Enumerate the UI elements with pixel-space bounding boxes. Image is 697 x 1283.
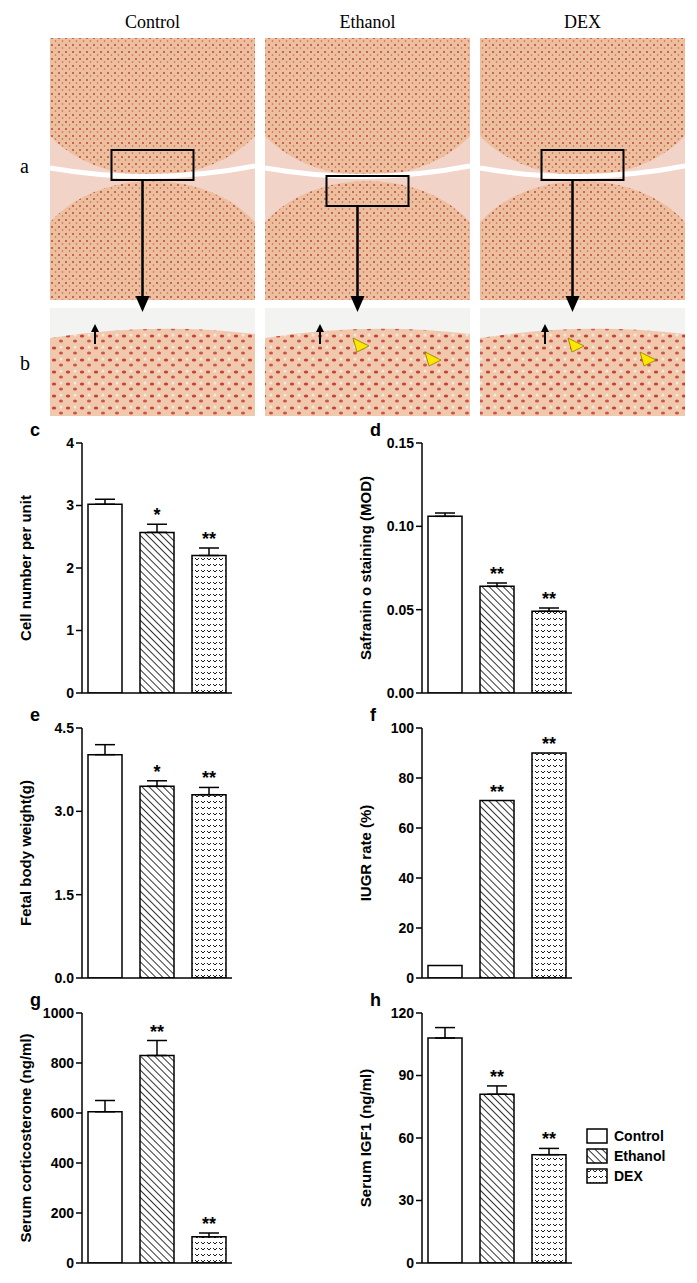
svg-text:0.00: 0.00 xyxy=(387,685,414,701)
svg-text:800: 800 xyxy=(51,1055,75,1071)
svg-text:b: b xyxy=(20,352,30,374)
svg-text:IUGR rate (%): IUGR rate (%) xyxy=(357,805,374,902)
svg-text:200: 200 xyxy=(51,1205,75,1221)
html-text:c: c xyxy=(30,420,40,440)
svg-text:80: 80 xyxy=(398,770,414,786)
svg-text:Ethanol: Ethanol xyxy=(340,12,396,32)
svg-text:2: 2 xyxy=(66,560,74,576)
svg-text:Control: Control xyxy=(125,12,180,32)
svg-text:600: 600 xyxy=(51,1105,75,1121)
html-text:g: g xyxy=(30,990,41,1010)
html-text:Ethanol: Ethanol xyxy=(614,1148,666,1164)
svg-text:0.10: 0.10 xyxy=(387,518,414,534)
svg-text:60: 60 xyxy=(398,1130,414,1146)
svg-text:*: * xyxy=(153,505,160,525)
svg-text:20: 20 xyxy=(398,920,414,936)
html-text:d: d xyxy=(370,420,381,440)
svg-text:**: ** xyxy=(202,1214,216,1234)
svg-text:3.0: 3.0 xyxy=(55,803,75,819)
svg-text:*: * xyxy=(153,762,160,782)
svg-text:4: 4 xyxy=(66,435,74,451)
svg-text:0: 0 xyxy=(406,970,414,986)
svg-text:Fetal body weight(g): Fetal body weight(g) xyxy=(17,780,34,926)
svg-text:1000: 1000 xyxy=(43,1005,74,1021)
svg-text:**: ** xyxy=(490,1067,504,1087)
html-text:DEX: DEX xyxy=(614,1168,643,1184)
svg-text:0: 0 xyxy=(406,1255,414,1271)
html-text:f: f xyxy=(370,705,376,725)
svg-text:a: a xyxy=(20,155,29,177)
svg-text:3: 3 xyxy=(66,497,74,513)
svg-text:Safranin o staining (MOD): Safranin o staining (MOD) xyxy=(357,476,374,660)
html-text:h: h xyxy=(370,990,381,1010)
svg-text:**: ** xyxy=(490,782,504,802)
svg-text:Cell number per unit: Cell number per unit xyxy=(17,495,34,641)
svg-text:400: 400 xyxy=(51,1155,75,1171)
svg-text:0.0: 0.0 xyxy=(55,970,75,986)
svg-text:1.5: 1.5 xyxy=(55,887,75,903)
svg-text:Serum corticosterone (ng/ml): Serum corticosterone (ng/ml) xyxy=(17,1033,34,1242)
svg-text:**: ** xyxy=(202,768,216,788)
svg-text:30: 30 xyxy=(398,1192,414,1208)
svg-text:**: ** xyxy=(202,529,216,549)
svg-text:60: 60 xyxy=(398,820,414,836)
svg-text:**: ** xyxy=(542,734,556,754)
html-text:Control: Control xyxy=(614,1128,664,1144)
svg-text:Serum IGF1 (ng/ml): Serum IGF1 (ng/ml) xyxy=(357,1069,374,1207)
svg-text:**: ** xyxy=(542,589,556,609)
svg-text:1: 1 xyxy=(66,622,74,638)
svg-text:0.05: 0.05 xyxy=(387,602,414,618)
svg-text:100: 100 xyxy=(391,720,415,736)
svg-text:0: 0 xyxy=(66,1255,74,1271)
svg-text:120: 120 xyxy=(391,1005,415,1021)
svg-text:0: 0 xyxy=(66,685,74,701)
html-text:e: e xyxy=(30,705,40,725)
svg-text:40: 40 xyxy=(398,870,414,886)
svg-text:90: 90 xyxy=(398,1067,414,1083)
svg-text:0.15: 0.15 xyxy=(387,435,414,451)
svg-text:**: ** xyxy=(150,1022,164,1042)
svg-text:DEX: DEX xyxy=(564,12,601,32)
svg-text:**: ** xyxy=(490,564,504,584)
svg-text:4.5: 4.5 xyxy=(55,720,75,736)
svg-text:**: ** xyxy=(542,1129,556,1149)
